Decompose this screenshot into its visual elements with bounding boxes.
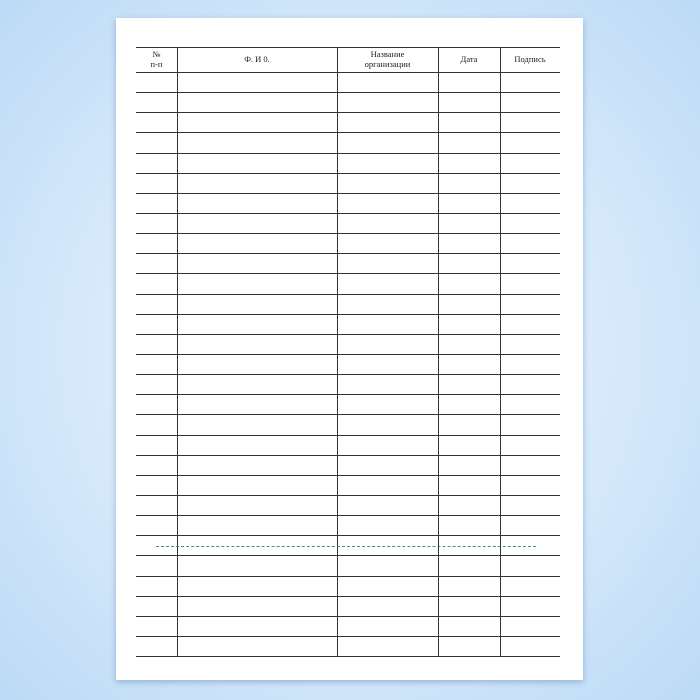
row-line xyxy=(136,414,560,416)
table-row[interactable] xyxy=(136,334,560,354)
table-row[interactable] xyxy=(136,636,560,656)
header-organization: Название организации xyxy=(364,49,411,69)
row-line xyxy=(136,515,560,517)
table-row[interactable] xyxy=(136,294,560,314)
header-number: № п-п xyxy=(150,49,163,69)
row-line xyxy=(136,92,560,94)
row-line xyxy=(136,293,560,295)
header-signature: Подпись xyxy=(514,53,546,64)
row-line xyxy=(136,494,560,496)
row-line xyxy=(136,434,560,436)
table-row[interactable] xyxy=(136,435,560,455)
row-line xyxy=(136,635,560,637)
table-row[interactable] xyxy=(136,253,560,273)
table-row[interactable] xyxy=(136,414,560,434)
row-line xyxy=(136,132,560,134)
row-line xyxy=(136,575,560,577)
row-line xyxy=(136,555,560,557)
table-row[interactable] xyxy=(136,72,560,92)
column-divider xyxy=(337,47,338,657)
table-row[interactable] xyxy=(136,475,560,495)
column-divider xyxy=(500,47,501,657)
table-row[interactable] xyxy=(136,616,560,636)
table-row[interactable] xyxy=(136,374,560,394)
row-line xyxy=(136,72,560,73)
table-row[interactable] xyxy=(136,555,560,575)
table-row[interactable] xyxy=(136,576,560,596)
row-line xyxy=(136,595,560,597)
row-line xyxy=(136,313,560,315)
form-sheet: № п-п Ф. И 0. Название организации Дата … xyxy=(116,18,583,680)
table-row[interactable] xyxy=(136,455,560,475)
table-row[interactable] xyxy=(136,153,560,173)
row-line xyxy=(136,353,560,355)
row-line xyxy=(136,212,560,214)
row-line xyxy=(136,615,560,617)
table-row[interactable] xyxy=(136,213,560,233)
table-row[interactable] xyxy=(136,495,560,515)
table-row[interactable] xyxy=(136,193,560,213)
column-divider xyxy=(438,47,439,657)
row-line xyxy=(136,454,560,456)
table-row[interactable] xyxy=(136,92,560,112)
row-line xyxy=(136,233,560,235)
row-line xyxy=(136,253,560,255)
row-line xyxy=(136,192,560,194)
table-row[interactable] xyxy=(136,394,560,414)
row-line xyxy=(136,656,560,658)
row-line xyxy=(136,535,560,537)
table-row[interactable] xyxy=(136,273,560,293)
table-row[interactable] xyxy=(136,354,560,374)
column-divider xyxy=(177,47,178,657)
row-line xyxy=(136,273,560,275)
row-line xyxy=(136,394,560,396)
table-row[interactable] xyxy=(136,132,560,152)
header-name: Ф. И 0. xyxy=(244,53,270,64)
table-row[interactable] xyxy=(136,233,560,253)
row-line xyxy=(136,474,560,476)
row-line xyxy=(136,152,560,154)
table-row[interactable] xyxy=(136,596,560,616)
green-dashed-mark xyxy=(156,546,536,547)
row-line xyxy=(136,333,560,335)
table-row[interactable] xyxy=(136,515,560,535)
table-row[interactable] xyxy=(136,112,560,132)
table-row[interactable] xyxy=(136,173,560,193)
header-date: Дата xyxy=(460,53,478,64)
table-top-border xyxy=(136,47,560,48)
row-line xyxy=(136,172,560,174)
row-line xyxy=(136,374,560,376)
table-row[interactable] xyxy=(136,314,560,334)
row-line xyxy=(136,112,560,114)
